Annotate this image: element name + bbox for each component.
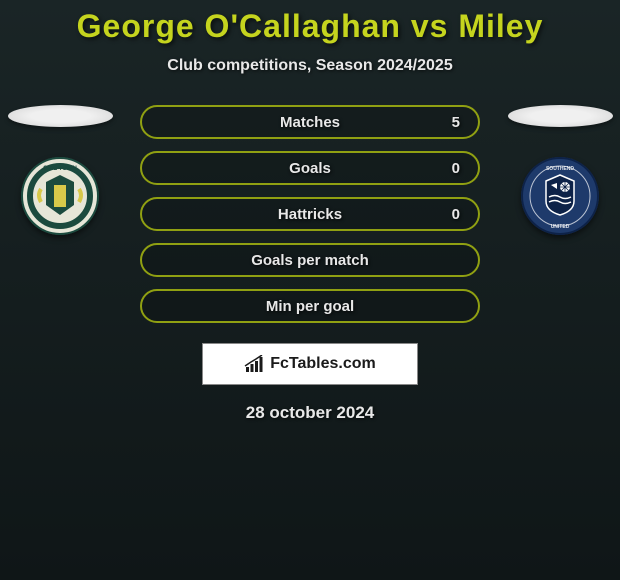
stat-label: Goals <box>289 160 331 177</box>
stat-row-goals: Goals 0 <box>140 151 480 185</box>
comparison-area: OVIL TOWN SOUTHEND UNITED Matches 5 <box>0 105 620 325</box>
stat-label: Goals per match <box>251 252 369 269</box>
player-right-column: SOUTHEND UNITED <box>500 105 620 235</box>
crest-right: SOUTHEND UNITED <box>521 157 599 235</box>
stat-label: Hattricks <box>278 206 342 223</box>
stat-row-min-per-goal: Min per goal <box>140 289 480 323</box>
stat-value: 0 <box>452 160 460 177</box>
date-label: 28 october 2024 <box>0 403 620 423</box>
stat-label: Matches <box>280 114 340 131</box>
svg-text:UNITED: UNITED <box>551 224 570 230</box>
player-left-column: OVIL TOWN <box>0 105 120 235</box>
stat-row-matches: Matches 5 <box>140 105 480 139</box>
chart-icon <box>244 355 264 373</box>
stat-value: 0 <box>452 206 460 223</box>
stat-value: 5 <box>452 114 460 131</box>
player-right-photo-placeholder <box>508 105 613 127</box>
brand-attribution[interactable]: FcTables.com <box>202 343 418 385</box>
crest-left: OVIL TOWN <box>21 157 99 235</box>
stat-row-hattricks: Hattricks 0 <box>140 197 480 231</box>
page-title: George O'Callaghan vs Miley <box>0 0 620 45</box>
stat-label: Min per goal <box>266 298 354 315</box>
brand-name: FcTables.com <box>270 355 376 373</box>
stats-list: Matches 5 Goals 0 Hattricks 0 Goals per … <box>140 105 480 335</box>
stat-row-goals-per-match: Goals per match <box>140 243 480 277</box>
player-left-photo-placeholder <box>8 105 113 127</box>
svg-text:OVIL TOWN: OVIL TOWN <box>43 166 77 172</box>
svg-text:SOUTHEND: SOUTHEND <box>546 166 574 172</box>
subtitle: Club competitions, Season 2024/2025 <box>0 57 620 75</box>
